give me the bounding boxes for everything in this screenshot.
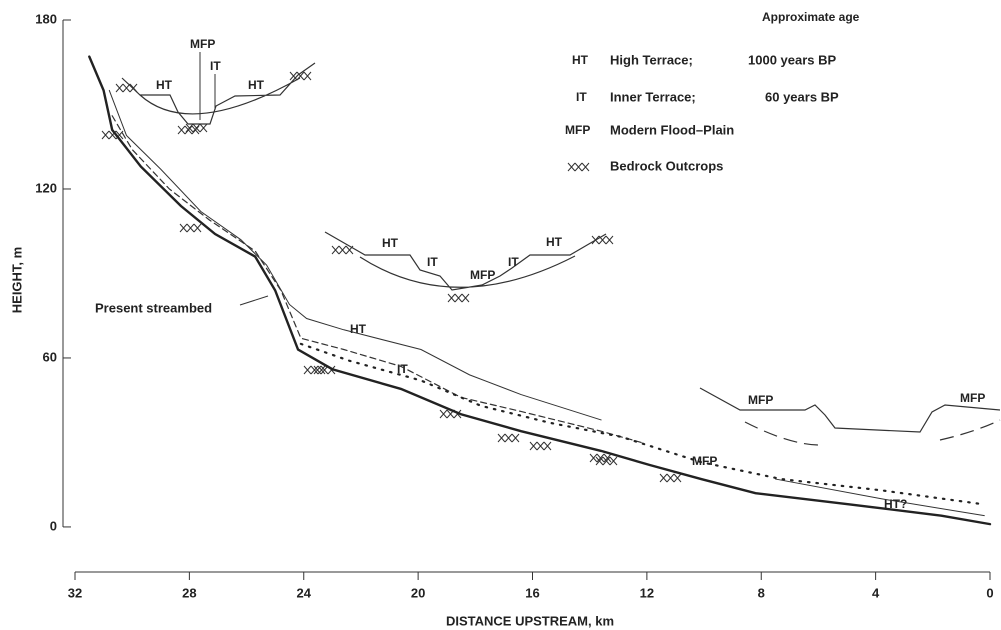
inset-label: HT xyxy=(382,236,399,250)
x-tick-label: 16 xyxy=(525,585,539,600)
annotation: Present streambed xyxy=(95,300,212,315)
bedrock-symbol xyxy=(660,474,681,482)
bedrock-symbol xyxy=(332,246,353,254)
bedrock-symbol xyxy=(180,224,201,232)
key-abbr: IT xyxy=(576,90,587,104)
inset-label: MFP xyxy=(748,393,773,407)
y-tick-label: 180 xyxy=(35,11,57,26)
key-text: High Terrace; xyxy=(610,52,693,67)
key-age: 60 years BP xyxy=(765,89,839,104)
y-tick-label: 120 xyxy=(35,180,57,195)
inset-label: IT xyxy=(508,255,519,269)
series-line xyxy=(89,57,990,525)
key-abbr: HT xyxy=(572,53,589,67)
bedrock-symbol xyxy=(448,294,469,302)
bedrock-symbol xyxy=(592,236,613,244)
y-axis-label: HEIGHT, m xyxy=(9,247,24,313)
cross-section xyxy=(325,232,606,290)
inset-label: MFP xyxy=(470,268,495,282)
x-tick-label: 4 xyxy=(872,585,880,600)
x-tick-label: 12 xyxy=(640,585,654,600)
bedrock-symbol xyxy=(498,434,519,442)
leader xyxy=(240,296,268,305)
x-tick-label: 32 xyxy=(68,585,82,600)
key-text: Inner Terrace; xyxy=(610,89,696,104)
key-abbr: MFP xyxy=(565,123,590,137)
bedrock-symbol xyxy=(116,84,137,92)
x-tick-label: 20 xyxy=(411,585,425,600)
bedrock-symbol xyxy=(530,442,551,450)
x-tick-label: 0 xyxy=(986,585,993,600)
key-title: Approximate age xyxy=(762,10,860,24)
series-line xyxy=(112,116,641,443)
x-tick-label: 28 xyxy=(182,585,196,600)
x-axis-label: DISTANCE UPSTREAM, km xyxy=(446,613,614,628)
annotation: MFP xyxy=(692,454,717,468)
bedrock-symbol xyxy=(590,454,611,462)
cross-section xyxy=(745,420,1000,445)
key-text: Bedrock Outcrops xyxy=(610,158,723,173)
bedrock-symbol xyxy=(568,163,589,171)
y-tick-label: 0 xyxy=(50,518,57,533)
inset-label: MFP xyxy=(960,391,985,405)
series-line xyxy=(109,90,984,515)
chart: HT MFP IT HT HT IT MFP IT HT MFP MFP Pre… xyxy=(0,0,1001,630)
y-tick-label: 60 xyxy=(43,349,57,364)
cross-section xyxy=(700,388,1000,432)
inset-label: HT xyxy=(248,78,265,92)
x-tick-label: 24 xyxy=(297,585,312,600)
x-tick-label: 8 xyxy=(758,585,765,600)
inset-label: IT xyxy=(427,255,438,269)
bedrock-symbol xyxy=(596,457,617,465)
inset-label: MFP xyxy=(190,37,215,51)
key-age: 1000 years BP xyxy=(748,52,837,67)
inset-label: HT xyxy=(546,235,563,249)
inset-label: HT xyxy=(156,78,173,92)
key-text: Modern Flood–Plain xyxy=(610,122,734,137)
inset-label: IT xyxy=(210,59,221,73)
annotation: HT xyxy=(350,322,367,336)
